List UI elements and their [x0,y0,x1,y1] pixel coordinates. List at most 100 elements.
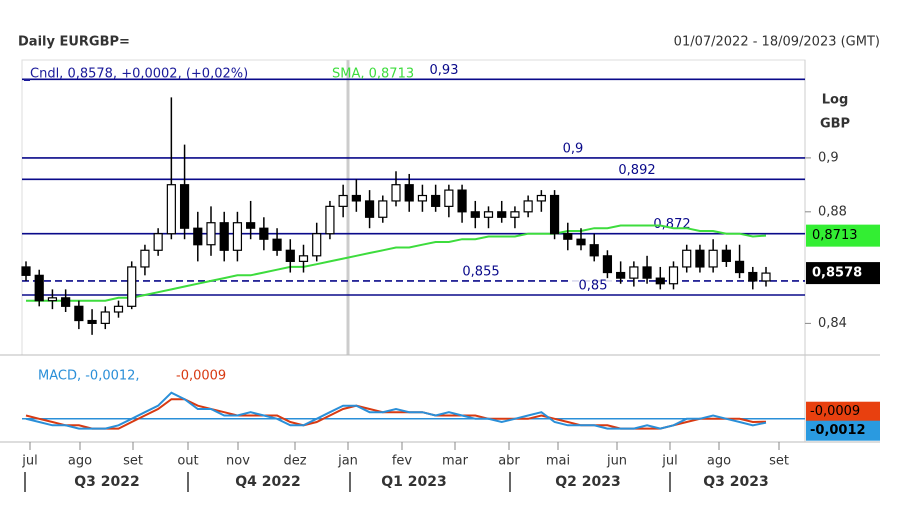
quarter-label: Q4 2022 [235,474,300,490]
quarter-label: Q2 2023 [555,474,620,490]
level-label-bg [422,61,466,78]
candle-body [655,277,665,285]
macd-line [25,391,767,430]
candle-body [642,266,652,279]
axis-label: Log [822,93,849,108]
candle-body [483,211,494,218]
candle-body [272,238,282,251]
level-label: 0,93 [430,63,459,78]
candle-body [457,189,467,213]
candle-body [721,249,731,262]
candle-body [127,266,137,307]
y-tick-label: 0,88 [818,204,847,219]
candle-body [87,319,97,324]
signal-line [25,398,767,430]
macd-value-text: -0,0012 [810,423,866,438]
axis-label: GBP [820,117,850,132]
candle-body [708,249,718,268]
candle-body [523,200,533,213]
sma-line [26,224,767,302]
candle-body [206,222,216,246]
chart-title: Daily EURGBP= [18,35,130,50]
signal-value-box [806,401,880,422]
candle-body [549,194,560,235]
candle-body [616,271,626,279]
x-tick-label: abr [498,454,520,469]
candle-body [351,194,361,202]
level-label: 0,892 [618,163,655,178]
candle-body [497,211,507,218]
candle-body [695,249,705,268]
candle-body [682,249,692,268]
candle-body [563,233,573,240]
candle-body [338,194,348,207]
candle-body [431,194,441,207]
candle-body [34,274,44,302]
candle-body [536,194,546,202]
y-tick-label: 0,84 [818,316,847,331]
price-legend: Cndl, 0,8578, +0,0002, (+0,02%) [30,67,248,82]
candle-body [417,194,428,202]
candle-body [100,311,110,324]
x-tick-label: dez [283,454,306,469]
candle-body [246,222,256,229]
candle-body [404,184,414,202]
sma-legend: SMA, 0,8713 [332,67,414,82]
date-range: 01/07/2022 - 18/09/2023 (GMT) [674,35,880,50]
sma-value-box [806,224,880,247]
quarter-label: Q3 2022 [74,474,139,490]
x-tick-label: jul [661,454,677,469]
x-tick-label: jul [21,454,37,469]
candle-body [285,249,295,262]
quarter-label: Q1 2023 [381,474,446,490]
price-value-label: 0,8578 [812,266,862,281]
candle-body [153,233,163,251]
x-tick-label: jun [606,454,627,469]
signal-legend: -0,0009 [176,369,226,384]
candle-body [74,305,84,322]
candle-body [113,305,124,313]
x-tick-label: jan [337,454,358,469]
level-label: 0,855 [462,264,499,279]
candle-body [140,249,150,268]
level-label-bg [615,161,659,178]
x-tick-label: fev [392,454,413,469]
level-label-bg [551,139,595,156]
candle-body [576,238,586,246]
candle-body [219,222,229,251]
candle-body [193,227,203,246]
level-label: 0,9 [563,141,584,156]
candle-body [21,266,31,276]
macd-legend: MACD, -0,0012, [38,369,140,384]
quarter-label: Q3 2023 [703,474,768,490]
level-label-bg [571,277,615,294]
candle-body [312,233,322,257]
candle-body [589,244,599,257]
x-tick-label: mar [442,454,469,469]
x-tick-label: mai [546,454,570,469]
sma-value-label: 0,8713 [812,228,858,243]
x-tick-label: set [769,454,789,469]
candle-body [761,272,771,282]
y-tick-label: 0,9 [818,150,839,165]
x-tick-label: set [123,454,143,469]
candle-body [259,227,269,240]
candle-body [629,266,639,279]
candle-body [179,184,190,229]
candle-body [470,211,480,218]
price-panel [21,59,806,356]
candle-body [510,211,520,218]
signal-value-label: -0,0009 [810,404,860,419]
candle-body [61,297,71,307]
x-tick-label: nov [226,454,250,469]
price-value-box [806,262,880,285]
candle-body [602,255,613,274]
candle-body [232,222,243,251]
x-tick-label: out [177,454,198,469]
candle-body [668,266,679,285]
level-label-bg [459,262,503,279]
candle-body [391,184,401,202]
candle-body [364,200,375,218]
level-label: 0,85 [579,279,608,294]
